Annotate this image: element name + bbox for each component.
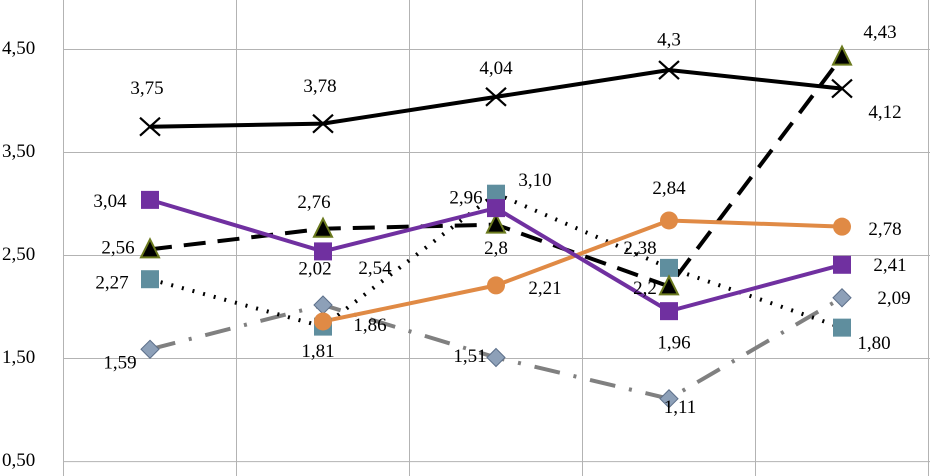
data-label: 3,04 [93,191,127,212]
data-label: 2,84 [652,178,686,199]
marker-square [833,255,851,274]
marker-x [658,60,680,80]
data-label: 2,54 [358,258,392,279]
data-label: 1,51 [453,346,486,367]
marker-diamond [486,347,506,368]
marker-diamond [140,339,160,359]
data-label: 2,09 [877,288,910,309]
data-label: 4,12 [868,102,901,123]
marker-square [487,199,505,218]
y-tick-label: 4,50 [2,38,35,59]
data-label: 2,21 [528,278,561,299]
marker-x [485,87,507,107]
marker-square [660,302,678,321]
data-label: 4,43 [863,22,896,43]
data-label: 2,41 [873,255,906,276]
marker-x [831,78,853,99]
marker-diamond [832,288,852,308]
data-label: 1,81 [301,341,334,362]
marker-circle [833,217,851,236]
marker-square [141,270,159,289]
data-label: 2,78 [868,219,901,240]
data-label: 2,2 [633,278,657,299]
marker-circle [660,211,678,230]
marker-diamond [313,295,333,315]
data-label: 2,96 [449,187,482,208]
marker-x [312,113,334,134]
marker-diamond [659,389,679,409]
marker-triangle [139,237,161,259]
data-label: 3,78 [303,76,336,97]
series-line [322,218,843,324]
marker-square [141,190,159,209]
data-label: 2,8 [484,238,508,259]
marker-triangle [485,212,507,234]
data-label: 1,96 [657,333,690,354]
marker-triangle [312,216,334,238]
marker-square [487,184,505,203]
marker-x [139,116,161,137]
marker-square [833,318,851,337]
marker-triangle [831,44,853,66]
data-label: 3,10 [518,170,551,191]
y-tick-label: 1,50 [2,347,35,368]
data-label: 2,02 [298,258,331,279]
y-tick-label: 0,50 [2,450,35,471]
y-tick-label: 3,50 [2,141,35,162]
data-label: 1,80 [857,333,890,354]
data-label: 1,86 [353,315,386,336]
y-tick-label: 2,50 [2,244,35,265]
data-label: 1,11 [664,397,697,418]
data-label: 4,3 [657,29,681,50]
data-label: 1,59 [103,353,136,374]
data-label: 2,27 [95,273,128,294]
marker-circle [487,276,505,295]
marker-circle [314,312,332,331]
marker-triangle [658,274,680,296]
marker-square [314,242,332,261]
marker-square [660,258,678,277]
data-label: 2,38 [623,238,656,259]
data-label: 2,76 [297,192,330,213]
data-label: 2,56 [101,238,134,259]
data-label: 4,04 [479,58,513,79]
data-label: 3,75 [130,78,163,99]
